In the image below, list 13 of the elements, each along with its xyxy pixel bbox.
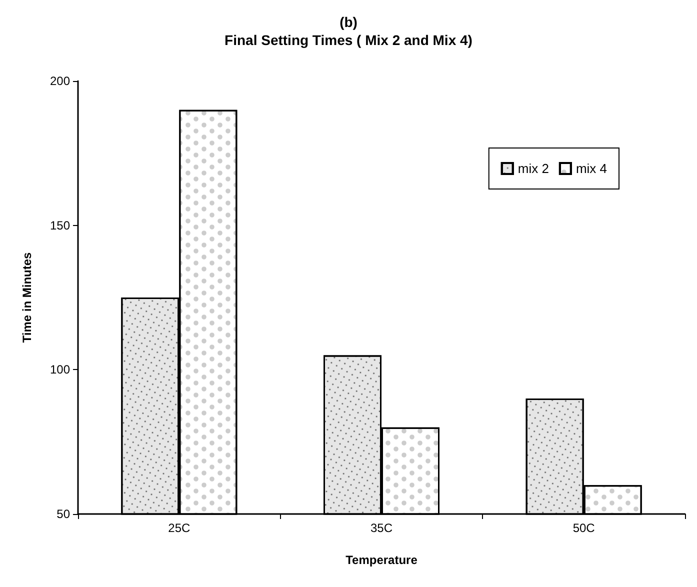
y-axis-title: Time in Minutes	[20, 252, 34, 343]
legend-label: mix 4	[576, 161, 608, 176]
y-tick-label: 200	[50, 74, 70, 88]
y-tick-label: 150	[50, 218, 70, 232]
chart-subtitle: Final Setting Times ( Mix 2 and Mix 4)	[224, 32, 472, 48]
y-tick-label: 50	[56, 507, 70, 521]
legend-label: mix 2	[518, 161, 549, 176]
x-tick-label: 25C	[168, 521, 191, 535]
x-tick-label: 50C	[572, 521, 596, 535]
chart-title: (b)	[340, 14, 358, 30]
x-tick-label: 35C	[370, 521, 393, 535]
x-axis-title: Temperature	[346, 553, 418, 567]
y-tick-label: 100	[50, 362, 70, 377]
